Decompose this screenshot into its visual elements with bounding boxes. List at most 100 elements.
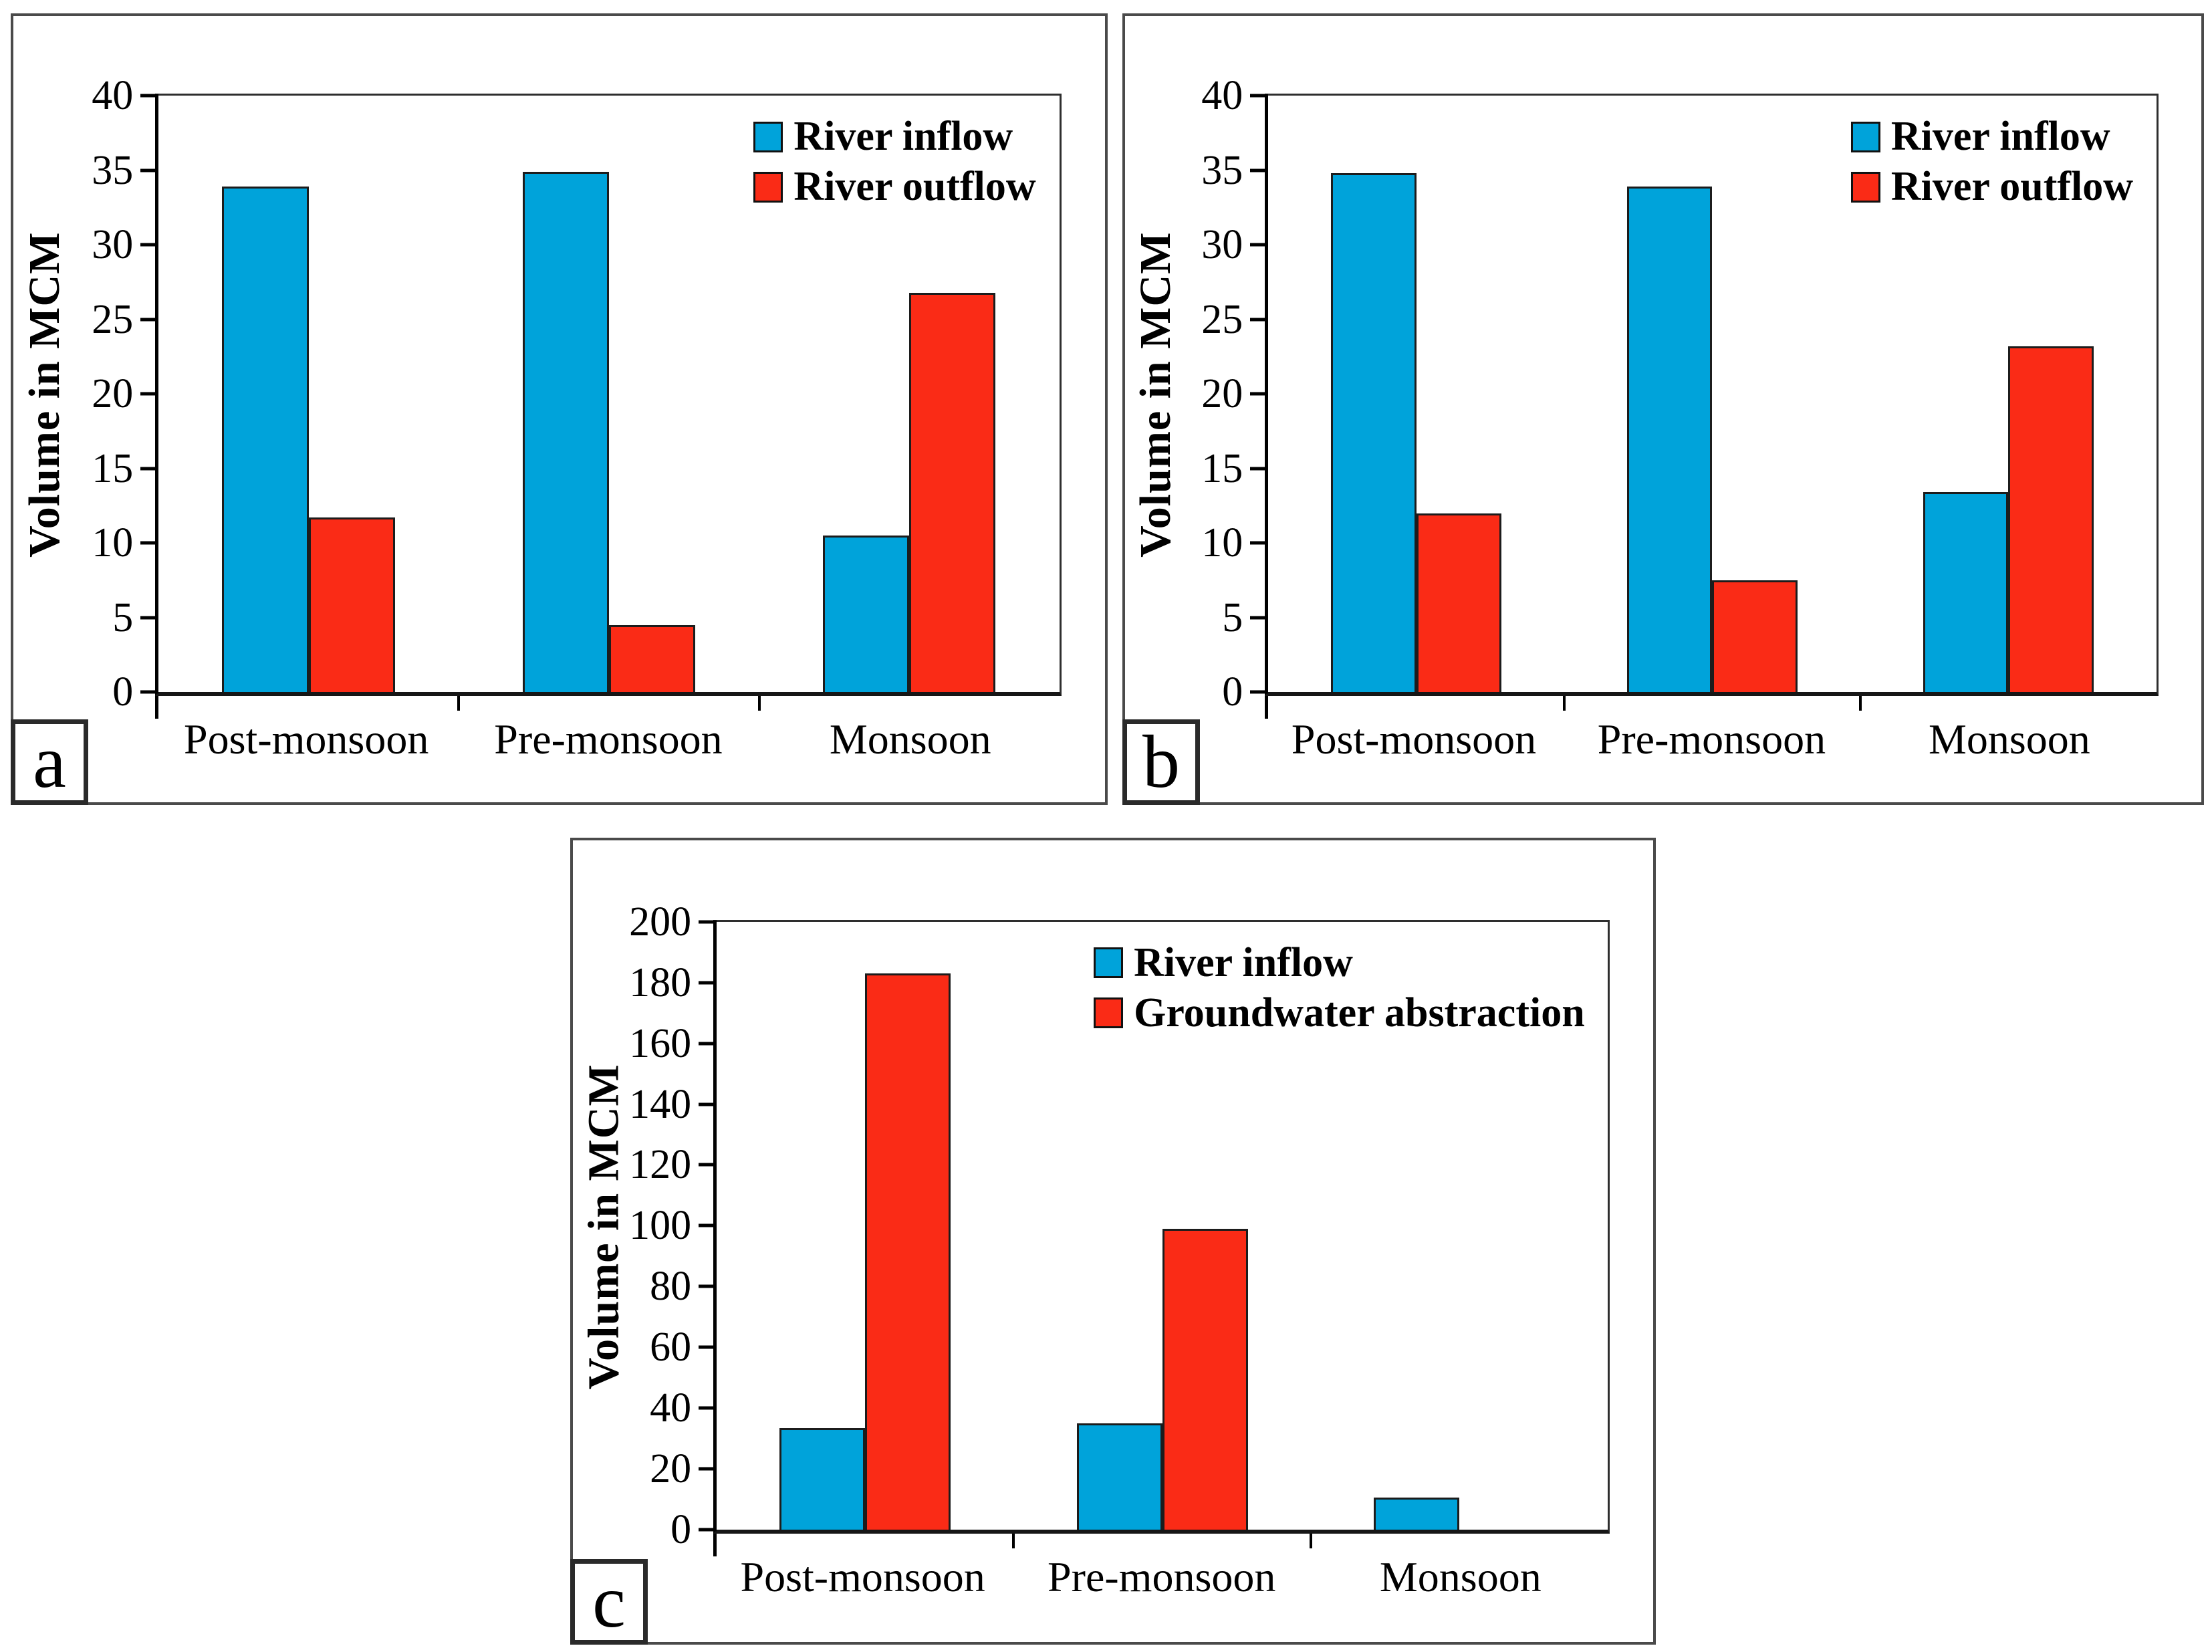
panel-b: Volume in MCM 0 5 10 15 20 25 30 35 40 River infl…	[1122, 13, 2204, 805]
y-tick-mark	[699, 1223, 717, 1227]
panel-letter: b	[1122, 719, 1200, 805]
y-tick-mark	[1250, 168, 1269, 172]
y-tick-mark	[699, 1528, 717, 1532]
x-tick-mark	[1858, 696, 1862, 711]
plot-area: 0 5 10 15 20 25 30 35 40 River inflow River outflo…	[92, 75, 1062, 719]
x-tick-mark	[757, 696, 761, 711]
bar-river-inflow-post-monsoon	[222, 187, 309, 693]
x-category-label-post-monsoon: Post-monsoon	[1291, 715, 1537, 763]
bar-river-outflow-pre-monsoon	[1712, 580, 1798, 693]
y-tick-mark	[1250, 467, 1269, 471]
y-tick-mark	[140, 690, 159, 694]
bar-river-inflow-pre-monsoon	[1626, 187, 1713, 693]
bar-river-inflow-post-monsoon	[1331, 173, 1417, 693]
y-tick-mark	[140, 168, 159, 172]
legend-label: Groundwater abstraction	[1134, 989, 1585, 1036]
legend-label: River inflow	[1134, 939, 1353, 985]
y-axis-title: Volume in MCM	[579, 1064, 628, 1390]
legend-row-river-inflow: River inflow	[1094, 941, 1353, 985]
y-tick-mark	[699, 1467, 717, 1471]
x-axis-labels: Post-monsoon Pre-monsoon Monsoon	[155, 696, 1061, 763]
y-axis-title: Volume in MCM	[19, 232, 69, 558]
x-category-label-monsoon: Monsoon	[1928, 715, 2090, 763]
legend-row-river-outflow: River outflow	[753, 164, 1036, 210]
legend-row-river-inflow: River inflow	[1850, 113, 2110, 159]
bar-river-outflow-monsoon	[2008, 346, 2094, 693]
bar-groundwater-abstraction-pre-monsoon	[1162, 1228, 1248, 1530]
y-tick-mark	[1250, 243, 1269, 247]
bar-river-outflow-monsoon	[909, 292, 996, 693]
x-category-label-pre-monsoon: Pre-monsoon	[1048, 1553, 1276, 1601]
y-tick-mark	[140, 467, 159, 471]
legend: River inflow River outflow	[753, 113, 1036, 210]
y-tick-mark	[1250, 392, 1269, 396]
x-category-label-monsoon: Monsoon	[1379, 1553, 1542, 1601]
panel-c: Volume in MCM 0 20 40 60 80 100 120 140 160 180 20…	[570, 838, 1656, 1645]
panel-letter: a	[11, 719, 88, 805]
y-tick-mark	[699, 1163, 717, 1167]
x-tick-mark	[1309, 1534, 1312, 1549]
panel-letter-text: b	[1142, 721, 1180, 804]
x-axis-labels: Post-monsoon Pre-monsoon Monsoon	[1265, 696, 2158, 763]
x-tick-mark	[1012, 1534, 1015, 1549]
legend-swatch-river-outflow	[753, 171, 783, 203]
bar-river-inflow-monsoon	[1374, 1498, 1460, 1530]
bar-river-inflow-monsoon	[822, 536, 910, 693]
legend-label: River outflow	[793, 164, 1036, 210]
y-tick-mark	[140, 392, 159, 396]
plot-area: 0 5 10 15 20 25 30 35 40 River inflow River outflo…	[1201, 75, 2159, 719]
y-tick-mark	[140, 94, 159, 98]
x-axis-labels: Post-monsoon Pre-monsoon Monsoon	[713, 1534, 1610, 1601]
y-tick-mark	[699, 1284, 717, 1288]
legend-swatch-river-inflow	[753, 121, 783, 152]
y-tick-mark	[1250, 94, 1269, 98]
x-category-label-pre-monsoon: Pre-monsoon	[494, 715, 723, 763]
legend-label: River outflow	[1890, 164, 2134, 210]
x-category-label-post-monsoon: Post-monsoon	[184, 715, 429, 763]
panel-letter: c	[570, 1559, 648, 1645]
y-tick-mark	[140, 541, 159, 545]
bar-river-outflow-post-monsoon	[308, 517, 396, 693]
legend-label: River inflow	[1890, 113, 2110, 159]
panel-a: Volume in MCM 0 5 10 15 20 25 30 35 40 River infl…	[11, 13, 1108, 805]
y-tick-mark	[1250, 616, 1269, 620]
origin-tick-mark	[155, 696, 159, 719]
y-tick-mark	[699, 1345, 717, 1349]
bar-river-outflow-pre-monsoon	[608, 624, 696, 693]
legend-row-river-outflow: River outflow	[1850, 164, 2134, 210]
y-tick-mark	[699, 1042, 717, 1046]
x-tick-mark	[1563, 696, 1566, 711]
y-tick-mark	[699, 1406, 717, 1410]
legend-row-river-inflow: River inflow	[753, 113, 1013, 159]
origin-tick-mark	[713, 1534, 717, 1557]
legend-swatch-river-inflow	[1850, 121, 1880, 152]
origin-tick-mark	[1265, 696, 1269, 719]
x-tick-mark	[457, 696, 461, 711]
legend-swatch-river-outflow	[1850, 171, 1880, 203]
y-axis-title: Volume in MCM	[1130, 232, 1180, 558]
legend-swatch-river-inflow	[1094, 947, 1124, 979]
panel-letter-text: c	[592, 1560, 626, 1643]
y-tick-mark	[699, 981, 717, 985]
plot-area: 0 20 40 60 80 100 120 140 160 180 200 River inflow G…	[629, 901, 1610, 1557]
y-tick-mark	[140, 243, 159, 247]
legend-label: River inflow	[793, 113, 1013, 159]
y-tick-mark	[699, 1102, 717, 1106]
panel-letter-text: a	[33, 721, 66, 804]
bar-river-inflow-monsoon	[1923, 492, 2009, 693]
y-tick-mark	[1250, 541, 1269, 545]
x-category-label-monsoon: Monsoon	[829, 715, 991, 763]
y-tick-mark	[140, 616, 159, 620]
x-category-label-post-monsoon: Post-monsoon	[740, 1553, 985, 1601]
x-category-label-pre-monsoon: Pre-monsoon	[1597, 715, 1826, 763]
y-tick-mark	[140, 318, 159, 322]
legend-swatch-groundwater-abstraction	[1094, 997, 1124, 1029]
bar-river-inflow-pre-monsoon	[1076, 1423, 1162, 1530]
bar-river-inflow-pre-monsoon	[522, 172, 609, 693]
y-tick-mark	[1250, 318, 1269, 322]
bar-groundwater-abstraction-post-monsoon	[865, 973, 951, 1530]
y-tick-mark	[1250, 690, 1269, 694]
legend: River inflow River outflow	[1850, 113, 2134, 210]
bar-river-outflow-post-monsoon	[1416, 513, 1502, 693]
